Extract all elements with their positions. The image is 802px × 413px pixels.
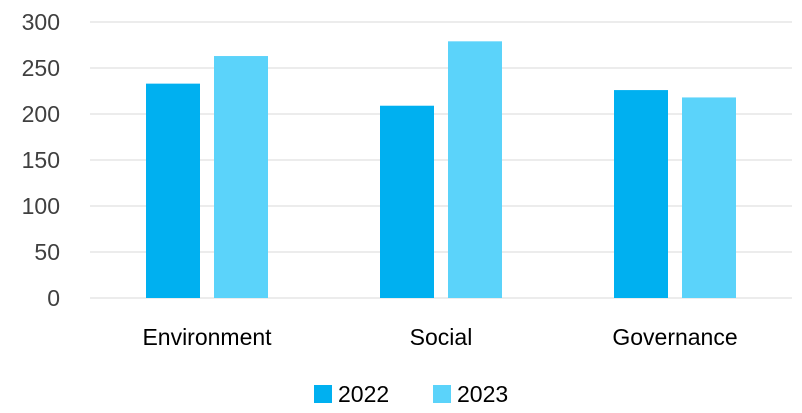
x-tick-label: Environment	[142, 324, 272, 350]
gridlines	[90, 21, 792, 299]
y-tick-label: 250	[22, 55, 60, 81]
legend-label-2022: 2022	[338, 381, 389, 407]
x-tick-label: Governance	[612, 324, 737, 350]
legend: 2022 2023	[314, 381, 508, 407]
y-tick-label: 300	[22, 9, 60, 35]
bar-2022-social	[380, 105, 434, 298]
bar-2022-governance	[614, 90, 668, 298]
y-tick-label: 200	[22, 101, 60, 127]
y-tick-label: 50	[34, 239, 60, 265]
y-tick-label: 100	[22, 193, 60, 219]
bar-2023-environment	[214, 56, 268, 298]
bar-2023-social	[448, 41, 502, 298]
legend-label-2023: 2023	[457, 381, 508, 407]
y-tick-label: 0	[47, 285, 60, 311]
x-tick-label: Social	[410, 324, 473, 350]
bar-2023-governance	[682, 97, 736, 298]
legend-swatch-2022	[314, 385, 332, 403]
y-tick-label: 150	[22, 147, 60, 173]
bar-2022-environment	[146, 83, 200, 298]
y-axis-tick-labels: 0 50 100 150 200 250 300	[22, 9, 60, 311]
bars	[146, 41, 736, 298]
legend-swatch-2023	[433, 385, 451, 403]
x-axis-tick-labels: Environment Social Governance	[142, 324, 737, 350]
